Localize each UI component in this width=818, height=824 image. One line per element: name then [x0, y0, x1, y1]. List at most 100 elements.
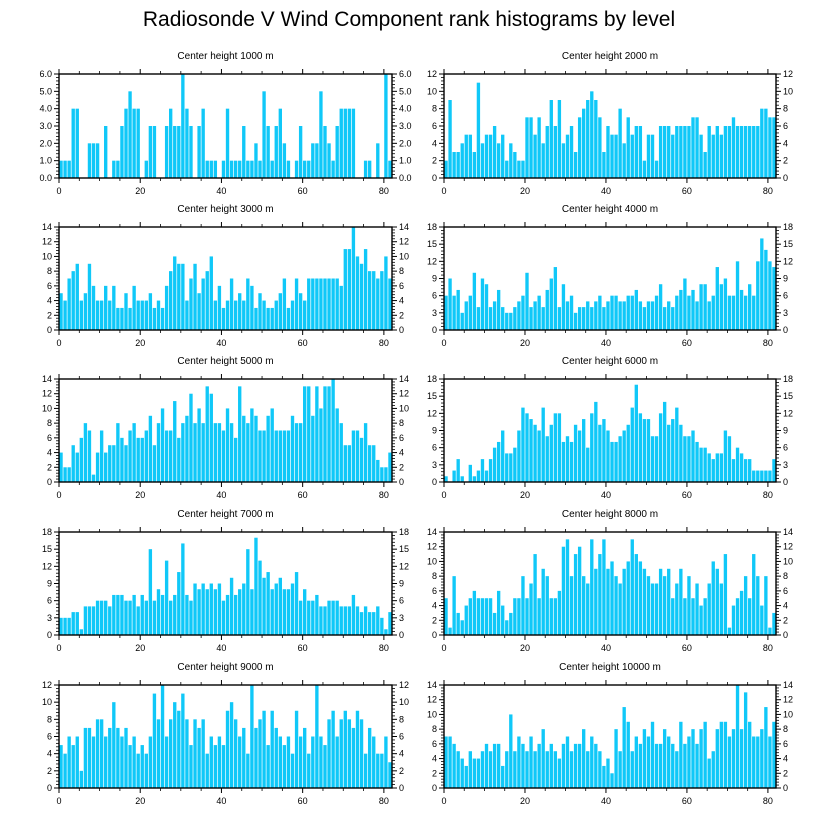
histogram-bar [148, 126, 153, 178]
histogram-bar [323, 745, 327, 788]
histogram-bar [646, 301, 651, 330]
histogram-bar [294, 710, 299, 788]
histogram-bar [760, 108, 764, 178]
histogram-bar [545, 289, 549, 330]
x-tick-label: 0 [441, 186, 446, 196]
histogram-bar [444, 736, 448, 788]
histogram-bar [557, 307, 562, 330]
histogram-bar [735, 261, 740, 330]
y-tick-label: 12 [42, 237, 52, 247]
histogram-bar [529, 419, 533, 482]
histogram-bar [315, 143, 319, 178]
y-tick-label-right: 2 [399, 310, 404, 320]
histogram-bar [464, 301, 468, 330]
histogram-bar [602, 307, 606, 330]
histogram-bar [768, 117, 772, 178]
histogram-bar [71, 745, 75, 788]
histogram-bar [124, 293, 128, 330]
histogram-bar [476, 598, 481, 635]
histogram-bar [327, 278, 331, 330]
histogram-bar [59, 160, 63, 178]
histogram-bar [91, 736, 96, 788]
y-tick-label-right: 0 [399, 477, 404, 487]
y-tick-label: 12 [427, 256, 437, 266]
y-tick-label: 12 [42, 561, 52, 571]
histogram-bar [667, 568, 671, 635]
histogram-bar [355, 606, 360, 635]
histogram-bar [217, 423, 222, 482]
histogram-bar [492, 126, 497, 178]
histogram-bar [307, 278, 311, 330]
y-tick-label-right: 6 [783, 739, 788, 749]
histogram-bar [177, 263, 181, 330]
histogram-bar [242, 583, 246, 635]
histogram-bar [140, 300, 144, 330]
y-tick-label: 0 [47, 783, 52, 793]
histogram-bar [213, 589, 218, 635]
y-tick-label: 10 [427, 86, 437, 96]
histogram-bar [59, 293, 63, 330]
x-tick-label: 80 [379, 338, 389, 348]
histogram-bar [307, 386, 311, 482]
y-tick-label-right: 2 [783, 156, 788, 166]
x-tick-label: 0 [56, 338, 61, 348]
histogram-bar [711, 561, 715, 635]
histogram-bar [735, 685, 740, 788]
y-tick-label: 6 [432, 291, 437, 301]
x-tick-label: 60 [298, 643, 308, 653]
y-tick-label: 2 [432, 615, 437, 625]
histogram-bar [71, 108, 75, 178]
histogram-bar [590, 736, 594, 788]
histogram-bar [521, 743, 525, 788]
histogram-bar [723, 126, 728, 178]
histogram-bar [472, 152, 477, 178]
y-tick-label-right: 18 [783, 222, 793, 232]
histogram-bar [557, 413, 562, 482]
histogram-bar [480, 143, 485, 178]
histogram-bar [452, 470, 456, 482]
histogram-bar [557, 758, 562, 788]
x-tick-label: 80 [763, 338, 773, 348]
histogram-bar [748, 459, 752, 482]
histogram-bar [452, 152, 456, 178]
histogram-bar [213, 423, 218, 482]
histogram-bar [209, 393, 213, 482]
y-tick-label-right: 12 [783, 408, 793, 418]
histogram-bar [246, 753, 250, 788]
histogram-bar [723, 430, 728, 482]
x-tick-label: 80 [379, 643, 389, 653]
histogram-bar [63, 617, 67, 635]
histogram-bar [606, 126, 610, 178]
histogram-bar [577, 546, 582, 635]
histogram-bar [646, 419, 651, 482]
histogram-bar [229, 702, 234, 788]
x-tick-label: 40 [601, 490, 611, 500]
x-tick-label: 60 [682, 796, 692, 806]
histogram-bar [719, 284, 724, 330]
y-tick-label: 8 [47, 418, 52, 428]
histogram-bar [687, 295, 691, 330]
histogram-bar [323, 606, 327, 635]
x-tick-label: 20 [135, 490, 145, 500]
histogram-bar [752, 295, 756, 330]
histogram-bar [565, 436, 570, 482]
histogram-bar [197, 727, 201, 788]
y-tick-label: 9 [432, 426, 437, 436]
histogram-bar [124, 600, 128, 635]
histogram-bar [521, 407, 525, 482]
histogram-bar [772, 612, 776, 635]
histogram-bar [529, 583, 533, 635]
y-tick-label-right: 6 [399, 596, 404, 606]
histogram-bar [444, 476, 448, 482]
histogram-bar [719, 583, 724, 635]
histogram-bar [687, 736, 691, 788]
histogram-bar [355, 710, 360, 788]
histogram-bar [602, 419, 606, 482]
histogram-bar [238, 589, 242, 635]
plot-frame [58, 378, 393, 483]
histogram-bar [509, 612, 513, 635]
histogram-bar [359, 263, 364, 330]
histogram-bar [380, 617, 384, 635]
histogram-bar [270, 589, 274, 635]
y-tick-label: 12 [42, 680, 52, 690]
